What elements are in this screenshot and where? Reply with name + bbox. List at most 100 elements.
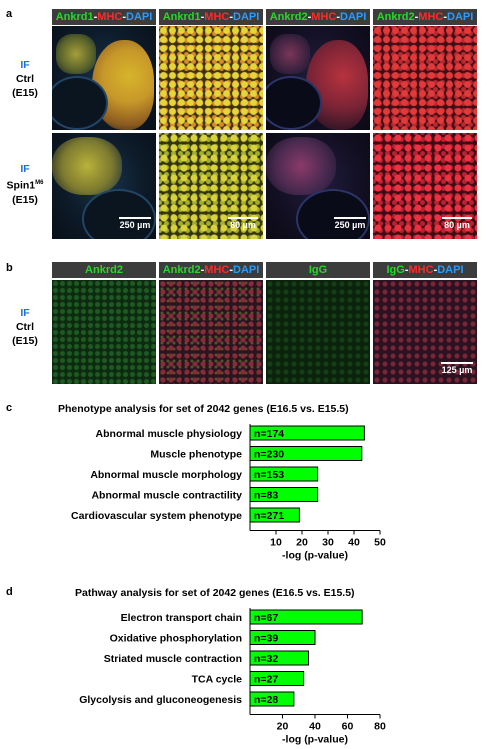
pathway-bar-chart: n=67 Electron transport chain n=39 Oxidativ… [79,608,386,746]
channel-label: DAPI [447,11,474,23]
channel-header: Ankrd2-MHC-DAPI [159,262,263,278]
channel-label: MHC [204,264,230,276]
channel-label: MHC [418,11,444,23]
x-axis-label: -log (p-value) [282,734,348,746]
micrograph-a-spin1-ankrd1-high [159,133,263,239]
scale-bar: 125 µm [436,362,478,375]
channel-label: - [336,11,341,23]
micrograph-b-ankrd2-mhc-dapi [159,280,263,384]
channel-label: DAPI [340,11,367,23]
micrograph-b-ankrd2 [52,280,156,384]
if-label: IF [20,59,30,71]
panel-b-letter: b [6,262,13,274]
category-label: Glycolysis and gluconeogenesis [79,694,242,706]
micrograph-a-spin1-ankrd2-low [266,133,370,239]
phenotype-bar-chart: n=174 Abnormal muscle physiology n=230 Musc… [71,424,386,562]
channel-label: DAPI [126,11,153,23]
channel-label: - [443,11,448,23]
channel-label: DAPI [233,11,260,23]
channel-label: MHC [408,264,434,276]
bar-label: n=174 [254,428,284,440]
bar-label: n=28 [254,694,278,706]
condition-label: Ctrl [15,73,35,85]
panel-b-row-label: IF Ctrl (E15) [2,306,48,348]
x-axis-label: -log (p-value) [282,550,348,562]
channel-label: Ankrd2 [85,264,123,276]
channel-label: MHC [204,11,230,23]
panel-a-row2-label: IF Spin1M6 (E15) [2,162,48,207]
if-label: IF [20,163,30,175]
scale-bar: 80 µm [224,217,262,230]
channel-label: MHC [97,11,123,23]
category-label: Abnormal muscle morphology [90,469,242,481]
category-label: Striated muscle contraction [104,653,242,665]
panel-a-letter: a [6,8,13,20]
x-tick-label: 60 [342,721,354,733]
channel-header: Ankrd1-MHC-DAPI [159,9,263,25]
micrograph-a-ctrl-ankrd1-low [52,26,156,130]
category-label: Electron transport chain [121,612,242,624]
x-tick-label: 30 [322,537,334,549]
x-tick-label: 20 [277,721,289,733]
condition-label: Ctrl [15,321,35,333]
channel-label: - [200,11,205,23]
x-tick-label: 80 [374,721,386,733]
category-label: Cardiovascular system phenotype [71,510,242,522]
category-label: Abnormal muscle contractility [91,490,242,502]
panel-d-letter: d [6,586,13,598]
panel-c-letter: c [6,402,13,414]
stage-label: (E15) [12,193,38,206]
x-tick-label: 40 [348,537,360,549]
channel-label: Ankrd1 [55,11,94,23]
channel-header: Ankrd2-MHC-DAPI [266,9,370,25]
stage-label: (E15) [12,87,38,99]
channel-header: Ankrd2-MHC-DAPI [373,9,477,25]
channel-label: Ankrd2 [376,11,415,23]
channel-header: IgG [266,262,370,278]
channel-label: - [229,264,234,276]
micrograph-b-igg-mhc-dapi [373,280,477,384]
micrograph-a-ctrl-ankrd2-high [373,26,477,130]
channel-label: - [93,11,98,23]
bar-label: n=67 [254,612,278,624]
bar-label: n=230 [254,449,284,461]
bar-label: n=83 [254,490,278,502]
channel-label: Ankrd1 [162,11,201,23]
stage-label: (E15) [12,335,38,347]
channel-header: IgG-MHC-DAPI [373,262,477,278]
category-label: Muscle phenotype [150,449,242,461]
bar-label: n=39 [254,633,278,645]
channel-label: - [122,11,127,23]
category-label: Abnormal muscle physiology [96,428,243,440]
if-label: IF [20,307,30,319]
channel-label: - [433,264,438,276]
channel-label: Ankrd2 [269,11,308,23]
micrograph-b-igg [266,280,370,384]
channel-header: Ankrd2 [52,262,156,278]
bar-label: n=271 [254,510,284,522]
channel-label: DAPI [233,264,260,276]
channel-label: - [414,11,419,23]
channel-header: Ankrd1-MHC-DAPI [52,9,156,25]
channel-label: IgG [308,264,328,276]
micrograph-a-spin1-ankrd1-low [52,133,156,239]
x-tick-label: 40 [309,721,321,733]
micrograph-a-ctrl-ankrd1-high [159,26,263,130]
category-label: Oxidative phosphorylation [110,633,242,645]
category-label: TCA cycle [192,674,243,686]
scale-bar: 250 µm [330,217,370,230]
chart-title: Phenotype analysis for set of 2042 genes… [58,403,349,415]
bar-label: n=153 [254,469,284,481]
scale-bar: 80 µm [438,217,476,230]
channel-label: - [200,264,205,276]
channel-label: - [404,264,409,276]
condition-label: Spin1M6 [6,179,44,192]
bar-label: n=32 [254,653,278,665]
x-tick-label: 10 [270,537,282,549]
scale-bar: 250 µm [115,217,155,230]
channel-label: Ankrd2 [162,264,201,276]
chart-title: Pathway analysis for set of 2042 genes (… [75,587,355,599]
x-tick-label: 20 [296,537,308,549]
channel-label: MHC [311,11,337,23]
micrograph-a-spin1-ankrd2-high [373,133,477,239]
